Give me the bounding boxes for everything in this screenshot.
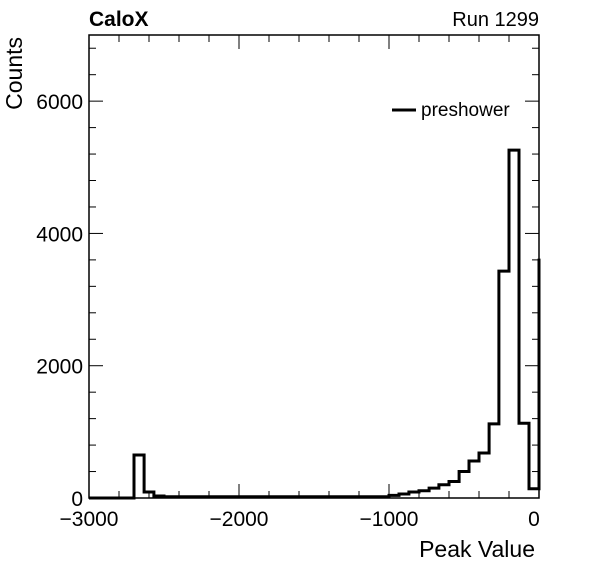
legend-label-preshower: preshower <box>421 100 510 121</box>
y-tick-label: 6000 <box>36 91 83 114</box>
y-tick-label: 0 <box>71 488 83 511</box>
x-tick-label: −1000 <box>360 508 419 531</box>
plot-frame <box>88 34 540 499</box>
y-axis-title: Counts <box>1 37 27 110</box>
y-tick-label: 2000 <box>36 356 83 379</box>
x-tick-label: −3000 <box>60 508 119 531</box>
experiment-label: CaloX <box>89 8 149 31</box>
x-tick-label: 0 <box>528 508 540 531</box>
y-tick-label: 4000 <box>36 223 83 246</box>
x-tick-label: −2000 <box>210 508 269 531</box>
axis-tick-labels: −3000 −2000 −1000 0 0 2000 4000 6000 <box>36 91 540 531</box>
legend: preshower <box>392 100 510 121</box>
histogram-line <box>89 148 541 500</box>
x-axis-title: Peak Value <box>419 536 535 562</box>
run-label: Run 1299 <box>452 9 539 31</box>
